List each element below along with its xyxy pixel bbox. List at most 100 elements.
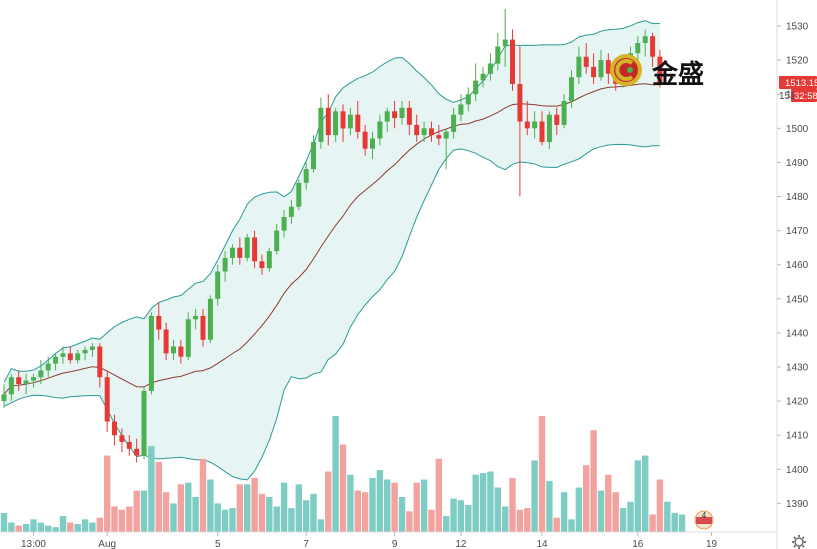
candle-body: [259, 261, 265, 269]
volume-bar: [369, 477, 376, 532]
time-tick-label: 9: [392, 539, 398, 549]
bollinger-bands: [3, 20, 660, 481]
candle-body: [281, 217, 287, 231]
candle: [82, 346, 88, 361]
volume-bar: [303, 500, 310, 532]
candle-body: [97, 346, 103, 378]
candle: [252, 230, 258, 269]
candle-body: [650, 36, 656, 57]
volume-bar: [96, 517, 103, 532]
price-axis[interactable]: 1390 1400 1410 1420 1430 1440 1450 1460 1470 1480…: [777, 22, 809, 510]
time-tick-label: 5: [215, 539, 221, 549]
candle: [473, 63, 479, 101]
price-tick-label: 1410: [786, 431, 809, 442]
candle-body: [325, 107, 331, 136]
candle-body: [399, 107, 405, 118]
chart-settings-gear-icon[interactable]: [792, 535, 806, 549]
candle: [38, 360, 44, 385]
candlesticks: [1, 8, 663, 463]
candle: [266, 247, 272, 272]
volume-bar: [15, 525, 22, 532]
candle-body: [546, 114, 552, 142]
candle-body: [355, 114, 361, 132]
volume-bar: [509, 477, 516, 532]
volume-bar: [30, 519, 37, 532]
candle: [406, 101, 412, 136]
candle: [569, 70, 574, 108]
candle-body: [104, 377, 110, 422]
candle-body: [524, 121, 530, 129]
candle: [355, 101, 361, 139]
price-tick-label: 1450: [786, 294, 809, 305]
candle: [178, 339, 184, 364]
candle-body: [148, 315, 154, 391]
volume-bar: [612, 492, 619, 532]
candle: [576, 46, 582, 84]
candle-body: [340, 111, 346, 129]
volume-bar: [391, 482, 398, 532]
volume-bar: [236, 484, 243, 532]
volume-bar: [347, 474, 354, 532]
volume-bar: [162, 492, 170, 532]
candle: [230, 244, 235, 265]
candle: [458, 94, 464, 122]
candle-body: [244, 237, 250, 258]
time-tick-label: 13:00: [21, 539, 46, 549]
candle-body: [502, 39, 508, 47]
volume-bar: [325, 471, 332, 532]
volume-bar: [597, 490, 605, 532]
volume-bar: [0, 512, 8, 532]
candle: [134, 438, 140, 463]
volume-bar: [185, 482, 192, 532]
volume-bar: [435, 458, 442, 532]
bollinger-fill: [4, 20, 660, 480]
candle-body: [266, 251, 272, 269]
volume-bar: [8, 522, 15, 532]
volume-bar: [52, 527, 59, 532]
candle-body: [230, 247, 235, 258]
volume-bar: [214, 503, 221, 532]
last-price-badge: 1513.15: [779, 76, 817, 89]
candle-body: [53, 356, 59, 364]
candle-body: [539, 121, 545, 142]
candle: [325, 94, 331, 146]
candle-body: [38, 370, 44, 378]
candle-body: [591, 66, 597, 78]
candle: [502, 8, 508, 67]
candle: [414, 114, 420, 142]
candle-body: [193, 315, 199, 320]
candle-body: [576, 56, 582, 78]
candle-body: [487, 63, 493, 74]
candle: [303, 162, 309, 190]
candle: [200, 309, 206, 347]
candle: [8, 373, 14, 402]
volume-bar: [266, 497, 273, 532]
candle: [53, 353, 59, 371]
volume-bar: [339, 444, 347, 532]
candle: [532, 111, 538, 139]
candle: [650, 32, 656, 67]
candle: [288, 199, 294, 224]
candle: [362, 124, 368, 156]
candle-body: [642, 36, 648, 43]
candle: [333, 107, 339, 142]
candle: [67, 346, 73, 364]
candle: [591, 53, 597, 84]
candle: [451, 107, 457, 139]
candle-body: [465, 94, 471, 105]
volume-bar: [288, 508, 295, 532]
volume-bar: [126, 506, 133, 532]
volume-bar: [450, 498, 457, 532]
candle-body: [473, 80, 479, 95]
volume-bar: [531, 460, 538, 532]
time-axis[interactable]: 13:00 Aug 5 7 9 12 14 16 19: [21, 532, 718, 549]
volume-bar: [81, 519, 89, 532]
volume-bar: [671, 512, 678, 532]
partial-price-label: 151: [779, 91, 796, 102]
candle: [517, 46, 523, 197]
economic-events-marker[interactable]: 4: [694, 510, 714, 530]
price-tick-label: 1530: [786, 22, 809, 33]
candle: [185, 312, 191, 361]
candle: [244, 234, 250, 262]
